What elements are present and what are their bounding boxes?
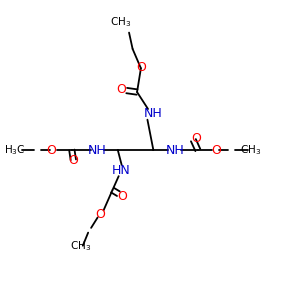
Text: CH$_3$: CH$_3$ [240, 143, 261, 157]
Text: O: O [68, 154, 78, 167]
Text: H$_3$C: H$_3$C [4, 143, 26, 157]
Text: O: O [136, 61, 146, 74]
Text: CH$_3$: CH$_3$ [70, 240, 91, 254]
Text: NH: NH [88, 143, 106, 157]
Text: NH: NH [166, 143, 184, 157]
Text: O: O [211, 143, 221, 157]
Text: O: O [116, 83, 126, 97]
Text: O: O [46, 143, 56, 157]
Text: O: O [191, 132, 201, 145]
Text: NH: NH [143, 107, 162, 120]
Text: CH$_3$: CH$_3$ [110, 15, 131, 29]
Text: HN: HN [111, 164, 130, 177]
Text: O: O [117, 190, 127, 202]
Text: O: O [95, 208, 105, 221]
